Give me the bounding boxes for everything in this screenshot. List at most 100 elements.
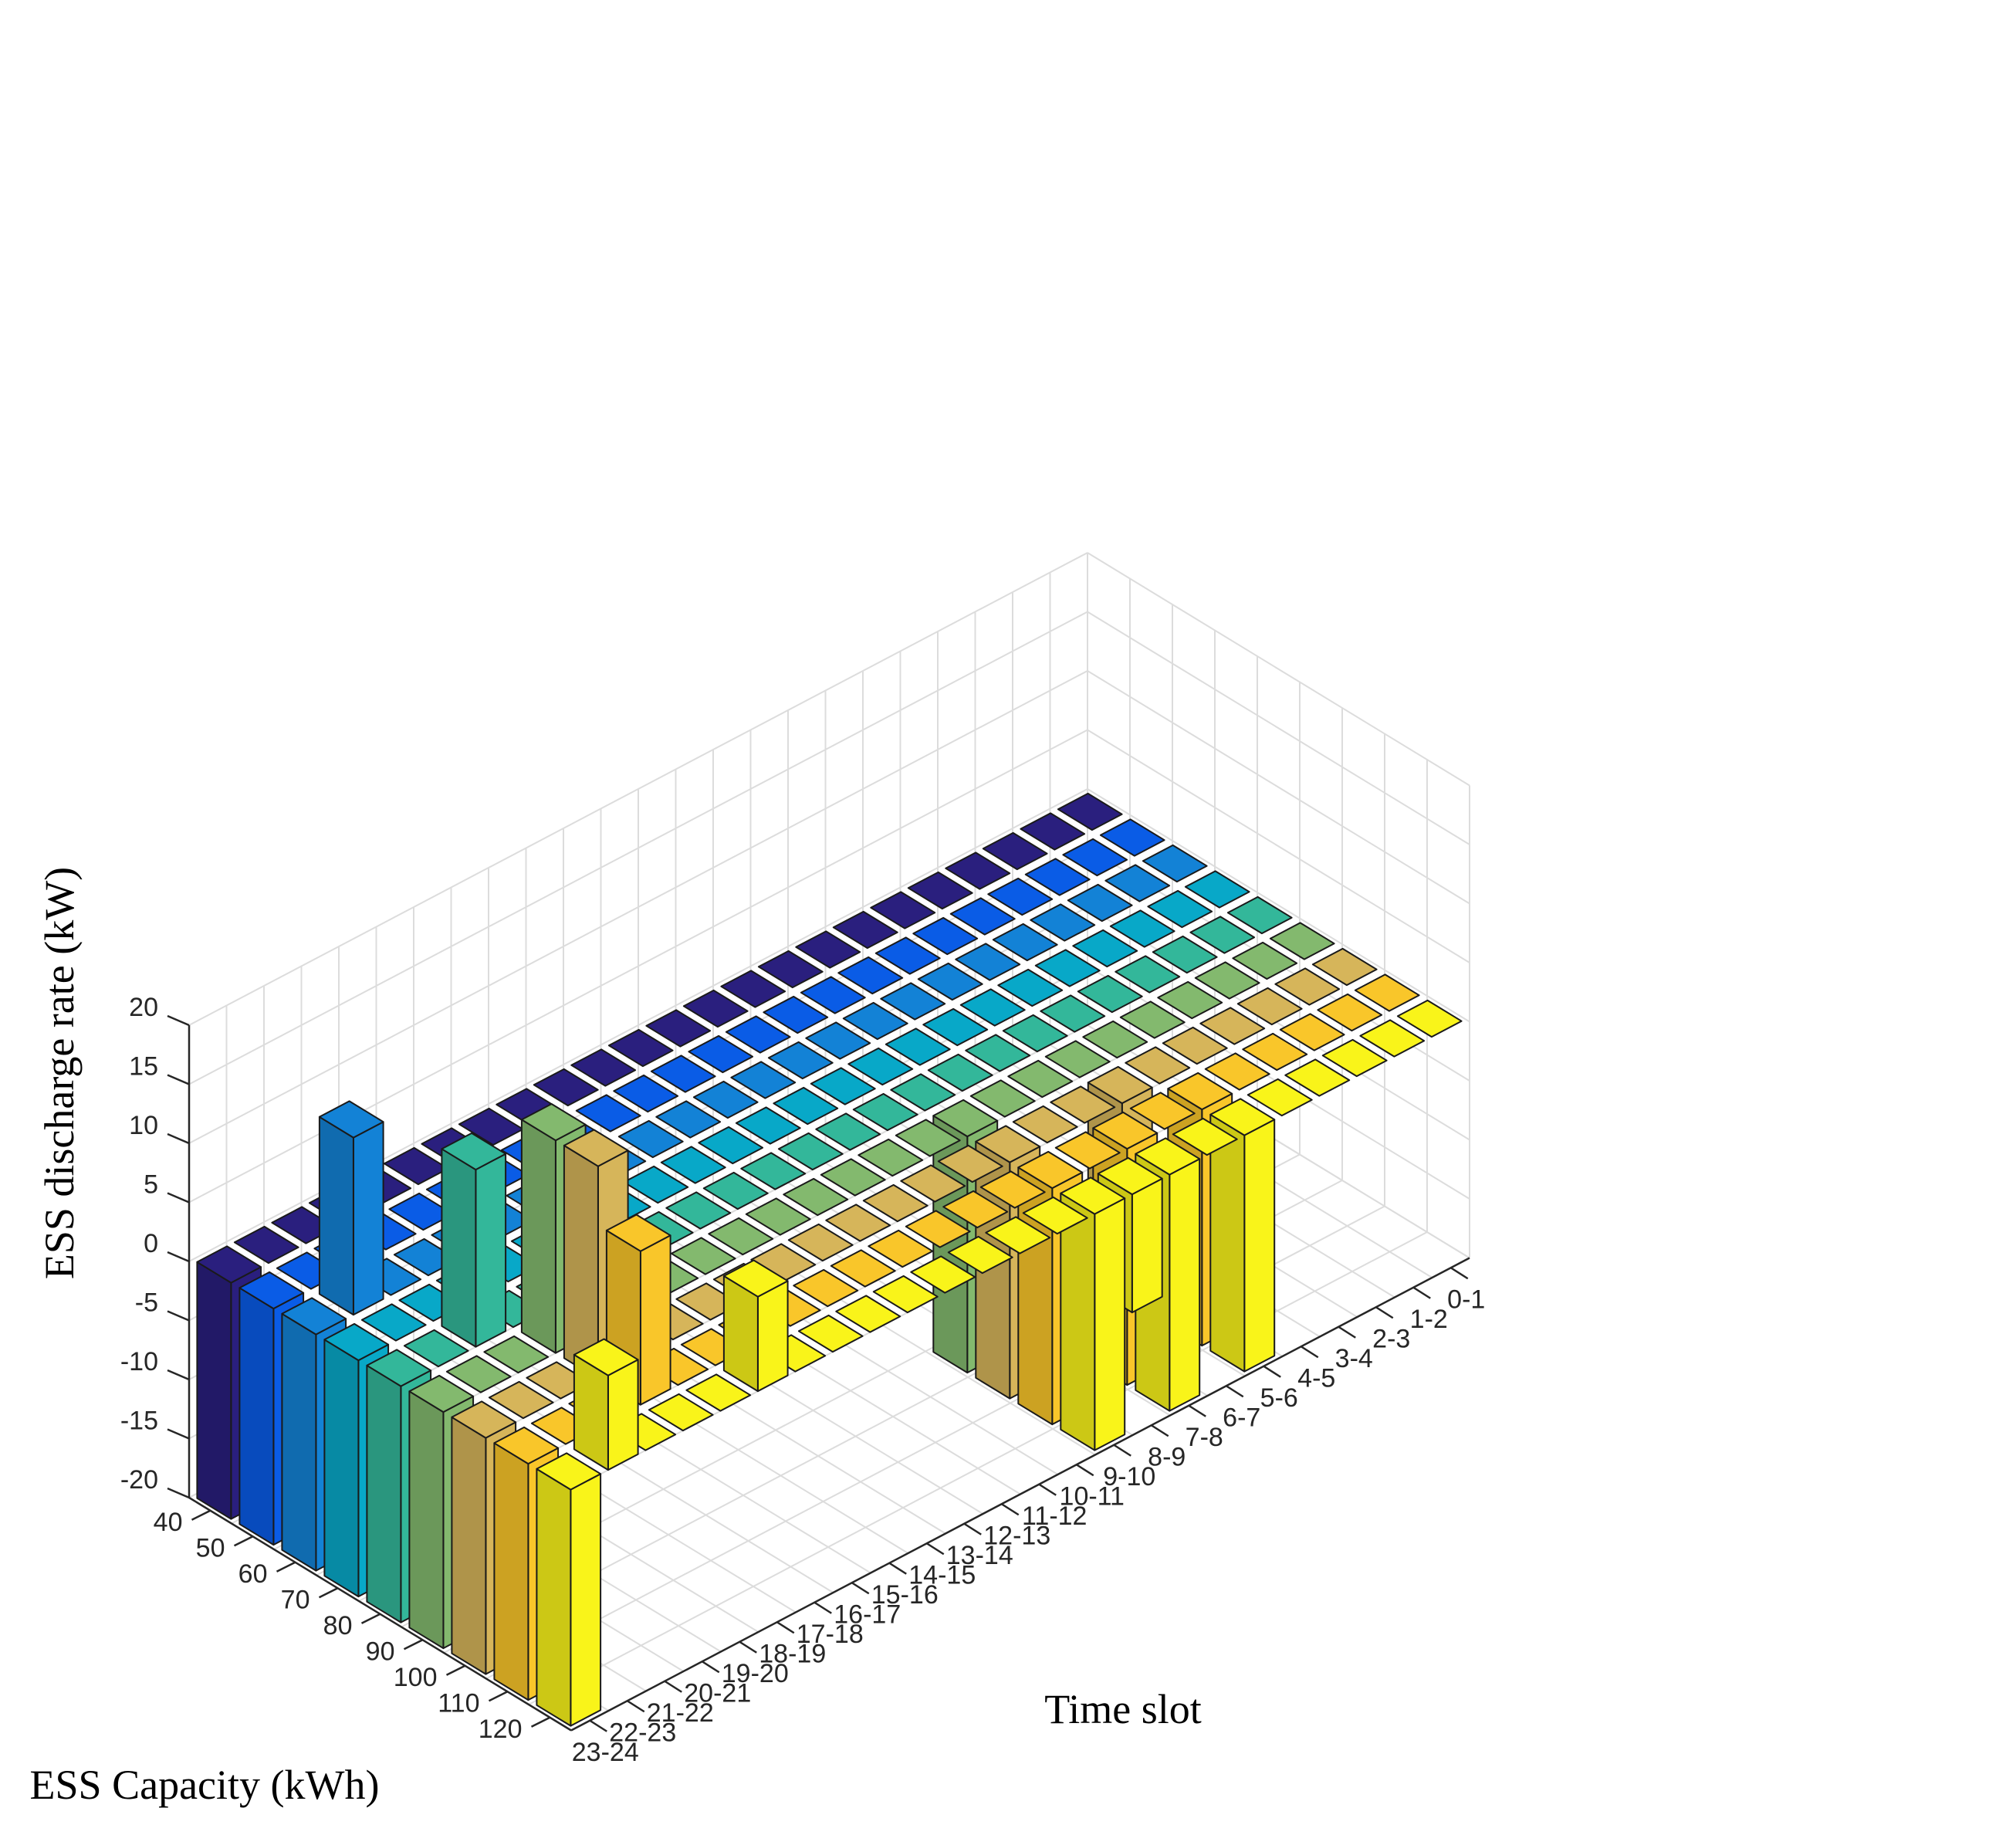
bar-top-face: [720, 970, 786, 1008]
bar-side-face: [281, 1312, 317, 1572]
bar: [997, 968, 1064, 1007]
bar-top-face: [847, 1047, 914, 1086]
bar: [708, 1217, 774, 1256]
xaxis-tick-label: 12-13: [983, 1521, 1050, 1550]
bar-top-face: [795, 930, 861, 969]
bar-top-face: [745, 1197, 811, 1236]
bar: [942, 1190, 1009, 1229]
bar-top-face: [1097, 1156, 1163, 1196]
bar: [847, 1047, 914, 1086]
bar-top-face: [912, 916, 979, 956]
bar: [1284, 1058, 1351, 1097]
bar-top-face: [900, 1164, 966, 1203]
bar-top-face: [1199, 1007, 1266, 1045]
bar-front-face: [756, 1280, 789, 1393]
bar-top-face: [1204, 1052, 1270, 1091]
zaxis-tick: [167, 1428, 190, 1440]
bar: [1125, 1046, 1191, 1085]
bar: [1054, 1131, 1121, 1170]
xaxis-label: Time slot: [1044, 1686, 1202, 1732]
bar-top-face: [233, 1225, 299, 1265]
xaxis-tick-label: 22-23: [609, 1718, 676, 1747]
bar-top-face: [985, 1216, 1051, 1254]
bar-side-face: [1209, 1113, 1246, 1373]
bar: [1199, 1007, 1266, 1045]
bar-top-face: [685, 1373, 752, 1412]
bar-top-face: [445, 1355, 512, 1393]
bar: [922, 1007, 989, 1047]
bar: [1082, 1020, 1148, 1059]
bar: [1142, 844, 1208, 883]
xaxis-tick: [1038, 1483, 1057, 1496]
bar-top-face: [1115, 955, 1181, 994]
bar: [1269, 922, 1335, 960]
bar-top-face: [955, 943, 1021, 981]
bar-top-face: [1104, 864, 1171, 902]
bar-top-face: [1194, 961, 1260, 1000]
bar: [1189, 916, 1256, 954]
yaxis-tick-label: 90: [366, 1637, 395, 1666]
backwall-gridline: [188, 611, 1088, 1085]
bar-top-face: [1317, 993, 1383, 1032]
bar: [1279, 1013, 1345, 1051]
bar-top-face: [842, 1001, 908, 1041]
bar-top-face: [682, 989, 749, 1028]
zaxis-tick: [167, 1487, 190, 1499]
bar: [1104, 864, 1171, 902]
bar: [1060, 1176, 1126, 1451]
bar: [969, 1079, 1036, 1118]
bar-top-face: [1147, 889, 1213, 929]
bar-front-face: [570, 1473, 602, 1727]
floor-gridline: [528, 1231, 1428, 1705]
bar-top-face: [927, 1053, 993, 1092]
bar: [917, 962, 983, 1001]
bar: [872, 1275, 939, 1314]
bar-side-face: [323, 1339, 360, 1598]
bar-top-face: [1030, 903, 1096, 942]
bar-top-face: [763, 995, 829, 1034]
bar-top-face: [1184, 870, 1250, 909]
bar-top-face: [835, 1295, 901, 1333]
bar-top-face: [800, 976, 866, 1014]
bar-top-face: [238, 1271, 305, 1310]
bar: [1072, 929, 1138, 968]
bar: [825, 1204, 891, 1242]
xaxis-line: [570, 1257, 1470, 1732]
bar-top-face: [360, 1303, 427, 1342]
bar-top-face: [805, 1021, 871, 1060]
bar-top-face: [323, 1322, 390, 1362]
bar: [885, 1028, 951, 1066]
bar: [907, 871, 973, 910]
bar-top-face: [975, 1125, 1041, 1163]
bar: [1109, 909, 1175, 948]
bar: [458, 1107, 524, 1146]
bar-front-face: [352, 1121, 384, 1316]
bar: [688, 1034, 754, 1074]
bar-top-face: [1002, 1014, 1068, 1053]
bar: [955, 943, 1021, 981]
bar-top-face: [617, 1119, 684, 1159]
xaxis-tick: [1338, 1325, 1356, 1339]
bar-top-face: [692, 1080, 759, 1119]
xaxis-tick-label: 11-12: [1022, 1502, 1087, 1531]
bar: [832, 910, 898, 950]
bar-top-face: [613, 1074, 679, 1113]
bar: [533, 1068, 599, 1107]
bar: [927, 1053, 993, 1092]
xaxis-tick: [1263, 1365, 1281, 1378]
bar-top-face: [1125, 1046, 1191, 1085]
bar-top-face: [1142, 844, 1208, 883]
bar-front-face: [1243, 1119, 1276, 1373]
bar-front-face: [639, 1234, 671, 1406]
bar: [445, 1355, 512, 1393]
yaxis-tick: [488, 1691, 509, 1702]
bar-side-face: [1060, 1192, 1096, 1451]
bar-top-face: [1279, 1013, 1345, 1051]
bar-top-face: [1060, 1176, 1126, 1215]
bar-top-face: [1082, 1020, 1148, 1059]
bar-side-face: [451, 1416, 487, 1675]
bar: [483, 1335, 550, 1374]
bar: [763, 995, 829, 1034]
